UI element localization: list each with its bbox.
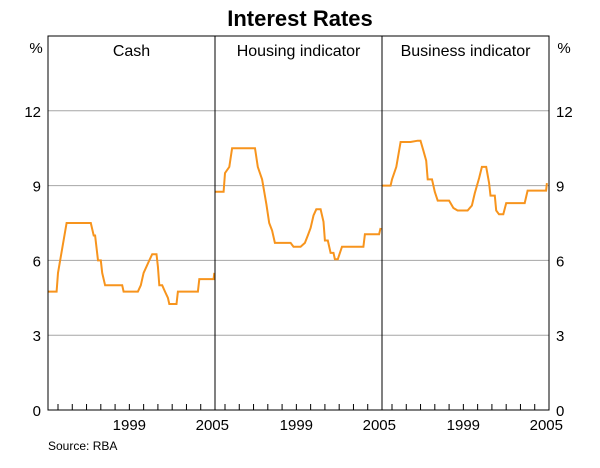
tick-labels: 0 0 3 3 6 6 9 9 12 12 1999 2005 1999 2005 1999 2005 <box>24 104 572 434</box>
y-tick-label-left: 12 <box>24 104 41 121</box>
gridlines <box>48 110 549 336</box>
series-line <box>215 147 382 261</box>
panel-title: Business indicator <box>401 43 532 60</box>
panel-title: Cash <box>113 43 150 60</box>
plot-frame <box>47 35 550 411</box>
series-line <box>48 222 216 305</box>
x-tick-label: 2005 <box>196 417 229 434</box>
axes <box>47 35 550 411</box>
x-tick-label: 2005 <box>363 417 396 434</box>
y-tick-label-right: 0 <box>556 403 564 420</box>
panels: Cash Housing indicator Business indicator <box>48 43 548 305</box>
x-tick-label: 1999 <box>447 417 480 434</box>
y-tick-label-left: 3 <box>33 328 41 345</box>
y-tick-label-left: 0 <box>33 403 41 420</box>
y-tick-label-right: 3 <box>556 328 564 345</box>
x-tick-label: 1999 <box>280 417 313 434</box>
y-tick-label-right: 9 <box>556 179 564 196</box>
series-line <box>382 139 548 216</box>
y-tick-label-right: 12 <box>556 104 573 121</box>
left-unit-label: % <box>29 40 42 57</box>
panel-title: Housing indicator <box>237 43 361 60</box>
source-note: Source: RBA <box>48 439 117 453</box>
chart-title: Interest Rates <box>227 6 373 31</box>
right-unit-label: % <box>557 40 570 57</box>
x-tick-label: 1999 <box>113 417 146 434</box>
y-tick-label-right: 6 <box>556 253 564 270</box>
y-tick-label-left: 9 <box>33 179 41 196</box>
y-tick-label-left: 6 <box>33 253 41 270</box>
x-tick-label: 2005 <box>530 417 563 434</box>
